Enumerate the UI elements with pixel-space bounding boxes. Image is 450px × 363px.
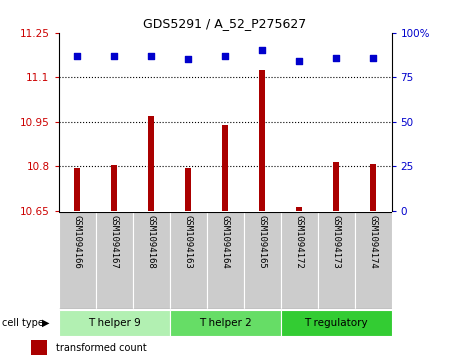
- Text: GSM1094172: GSM1094172: [294, 215, 303, 269]
- Bar: [31, 340, 47, 355]
- Text: GSM1094173: GSM1094173: [332, 215, 341, 269]
- Bar: [355, 212, 392, 309]
- Bar: [58, 212, 95, 309]
- Point: [110, 53, 117, 59]
- Bar: [333, 162, 339, 211]
- Text: GSM1094165: GSM1094165: [257, 215, 266, 269]
- Point: [295, 58, 302, 64]
- Text: T helper 2: T helper 2: [198, 318, 252, 328]
- Point: [333, 55, 340, 61]
- Text: GSM1094168: GSM1094168: [147, 215, 156, 269]
- Bar: [296, 207, 302, 211]
- Point: [369, 55, 377, 61]
- Bar: [111, 166, 117, 211]
- Point: [221, 53, 229, 59]
- Point: [258, 48, 265, 53]
- Title: GDS5291 / A_52_P275627: GDS5291 / A_52_P275627: [144, 17, 306, 30]
- Text: T regulatory: T regulatory: [304, 318, 368, 328]
- Text: GSM1094164: GSM1094164: [220, 215, 230, 269]
- Bar: [243, 212, 280, 309]
- Bar: [370, 164, 376, 211]
- Text: GSM1094167: GSM1094167: [109, 215, 118, 269]
- Point: [73, 53, 81, 59]
- Bar: [207, 212, 243, 309]
- Point: [184, 56, 192, 62]
- Bar: [170, 310, 280, 336]
- Bar: [95, 212, 132, 309]
- Bar: [170, 212, 207, 309]
- Text: T helper 9: T helper 9: [88, 318, 140, 328]
- Bar: [222, 125, 228, 211]
- Text: GSM1094174: GSM1094174: [369, 215, 378, 269]
- Text: transformed count: transformed count: [56, 343, 146, 352]
- Text: cell type: cell type: [2, 318, 44, 328]
- Bar: [259, 70, 265, 211]
- Bar: [318, 212, 355, 309]
- Point: [148, 53, 155, 59]
- Text: GSM1094163: GSM1094163: [184, 215, 193, 269]
- Bar: [280, 310, 392, 336]
- Text: GSM1094166: GSM1094166: [72, 215, 81, 269]
- Bar: [148, 116, 154, 211]
- Bar: [58, 310, 170, 336]
- Bar: [132, 212, 170, 309]
- Bar: [280, 212, 318, 309]
- Bar: [74, 168, 80, 211]
- Text: ▶: ▶: [42, 318, 50, 328]
- Bar: [185, 168, 191, 211]
